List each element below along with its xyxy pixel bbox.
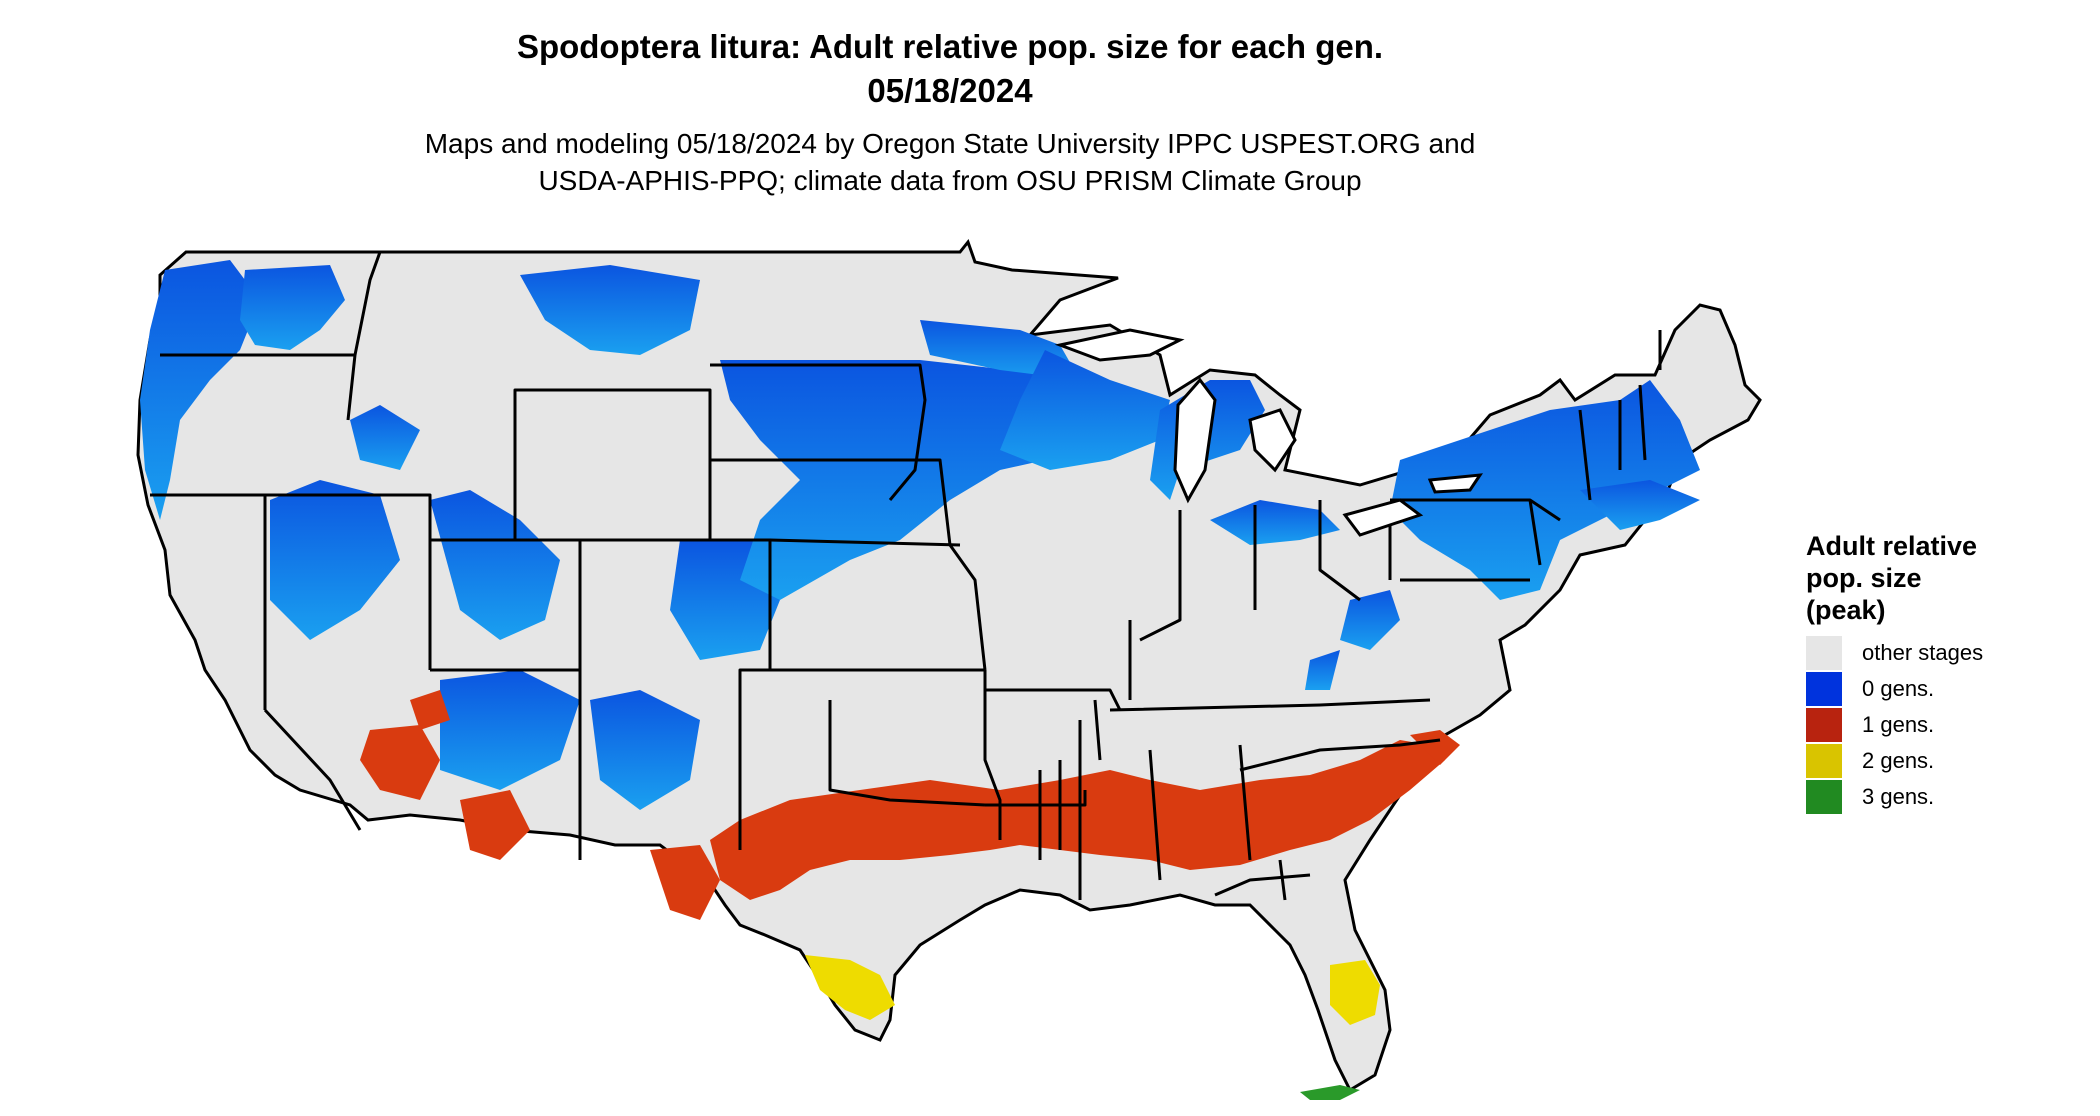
legend-swatch [1806,744,1842,778]
legend-label: 2 gens. [1862,748,1935,773]
legend-label: 3 gens. [1862,784,1935,809]
great-lakes [1054,328,1484,537]
legend-label: 0 gens. [1862,676,1935,701]
three-gen-regions [1300,1085,1360,1100]
legend-title-line2: pop. size [1806,563,1922,593]
legend-swatch [1806,672,1842,706]
legend-swatch [1806,708,1842,742]
one-gen-regions [360,690,1460,920]
legend-swatch [1806,636,1842,670]
legend-label: other stages [1862,640,1984,665]
map-subtitle-line1: Maps and modeling 05/18/2024 by Oregon S… [424,128,1476,159]
legend-label: 1 gens. [1862,712,1935,737]
map-title-date: 05/18/2024 [867,72,1033,109]
map-title-line1: Spodoptera litura: Adult relative pop. s… [516,28,1384,65]
legend-title-line1: Adult relative [1806,531,1978,561]
two-gen-regions [805,955,1380,1025]
legend-title-line3: (peak) [1806,595,1886,625]
legend-swatch [1806,780,1842,814]
map-subtitle-line2: USDA-APHIS-PPQ; climate data from OSU PR… [538,165,1362,196]
state-boundaries [150,251,1662,901]
